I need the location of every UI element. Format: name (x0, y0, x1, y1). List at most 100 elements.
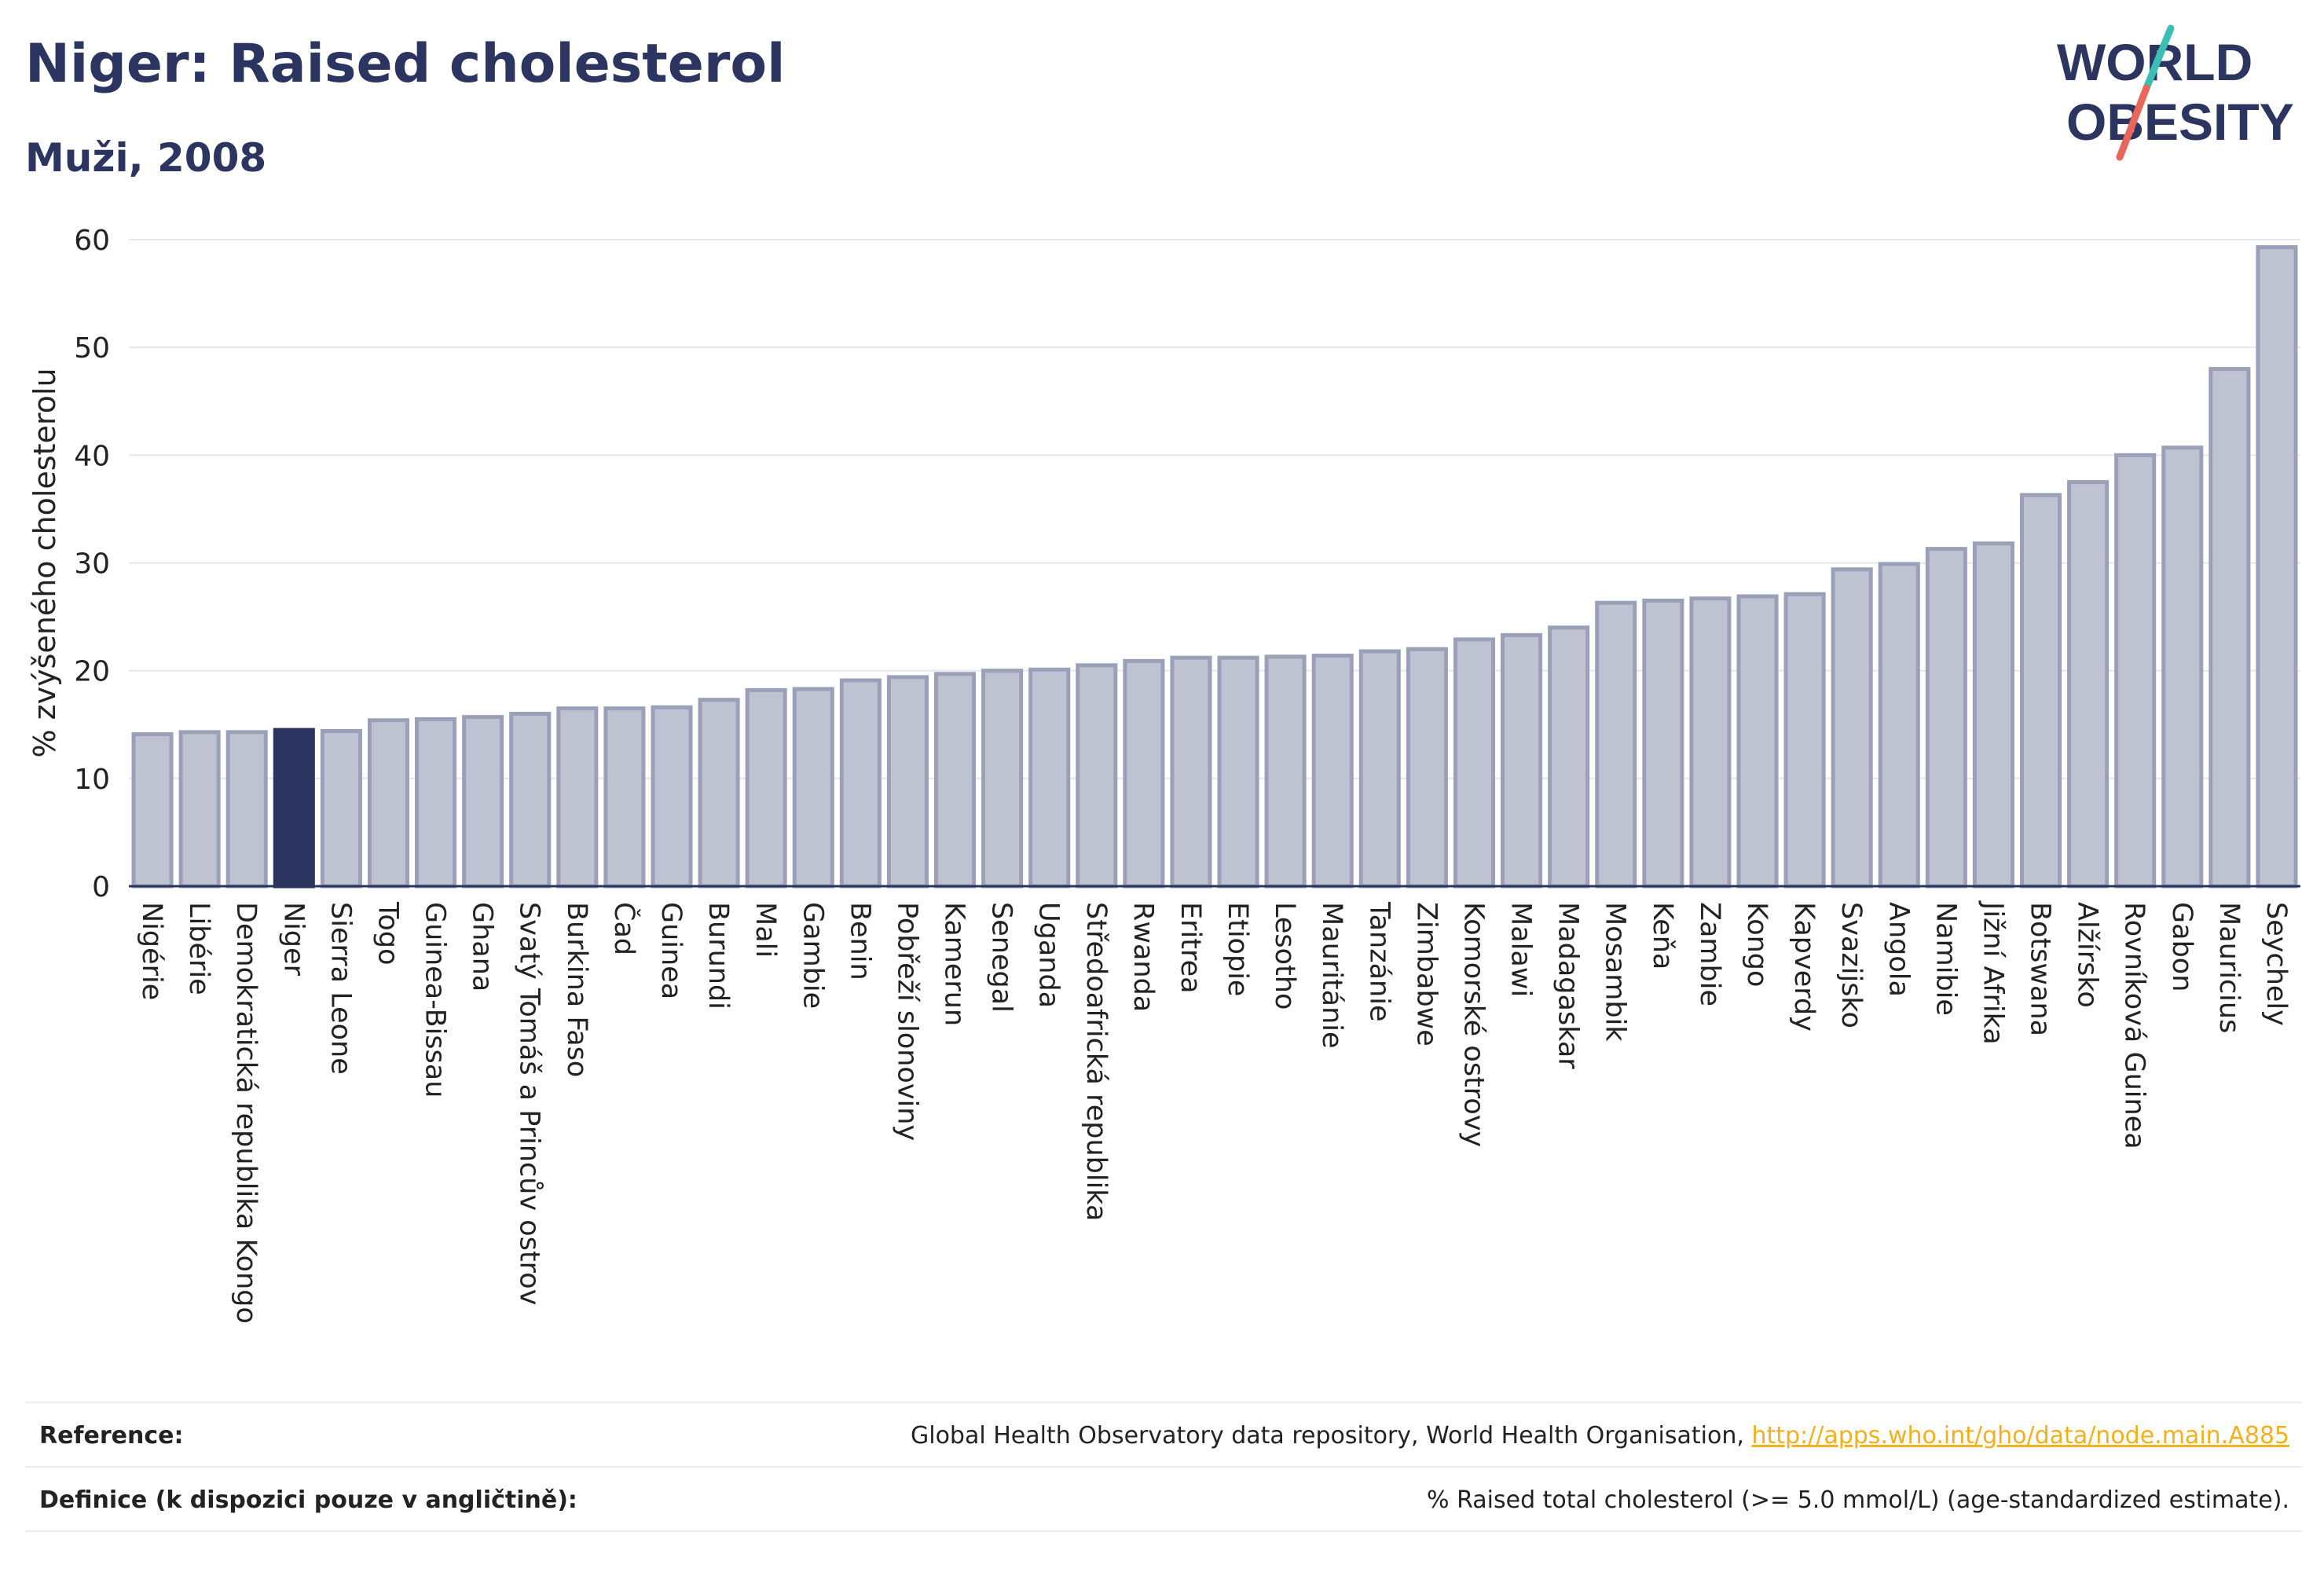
bar (415, 717, 457, 889)
y-tick-label: 0 (92, 871, 110, 903)
x-tick-label: Zimbabwe (1410, 902, 1442, 1046)
x-tick-label: Jižní Afrika (1977, 900, 2008, 1045)
y-tick-label: 30 (74, 548, 110, 581)
bar (2019, 493, 2062, 889)
x-tick-label: Svazijsko (1835, 902, 1867, 1028)
x-tick-label: Uganda (1033, 902, 1065, 1008)
reference-link[interactable]: http://apps.who.int/gho/data/node.main.A… (1751, 1422, 2289, 1450)
bar (1548, 625, 1590, 889)
logo-line-2: OBESITY (2066, 93, 2294, 151)
x-tick-label: Svatý Tomáš a Princův ostrov (514, 902, 545, 1305)
chart-title: Niger: Raised cholesterol (25, 33, 786, 95)
x-tick-label: Mauritánie (1316, 902, 1347, 1049)
x-tick-label: Eritrea (1175, 902, 1206, 994)
y-tick-label: 40 (74, 440, 110, 472)
x-tick-label: Ghana (467, 902, 498, 991)
bar (2114, 453, 2157, 889)
bar (2161, 445, 2204, 889)
bar (1264, 654, 1307, 889)
x-tick-label: Středoafrická republika (1080, 902, 1112, 1221)
bar (1501, 632, 1543, 889)
definition-row: Definice (k dispozici pouze v angličtině… (25, 1466, 2302, 1530)
bar (1736, 594, 1779, 889)
x-tick-label: Komorské ostrovy (1457, 902, 1489, 1147)
x-tick-label: Etiopie (1222, 902, 1253, 996)
bar (698, 698, 740, 889)
y-tick-label: 10 (74, 764, 110, 796)
bar (2067, 480, 2110, 889)
x-tick-label: Sierra Leone (324, 902, 356, 1075)
bar (1689, 596, 1732, 889)
reference-text: Global Health Observatory data repositor… (911, 1422, 1744, 1450)
x-tick-label: Demokratická republika Kongo (230, 902, 262, 1324)
x-tick-label: Malawi (1505, 902, 1537, 997)
x-tick-label: Botswana (2025, 902, 2056, 1036)
bar (1358, 649, 1401, 889)
x-tick-label: Mali (750, 902, 781, 958)
x-tick-label: Senegal (986, 902, 1017, 1013)
x-tick-label: Namibie (1930, 902, 1961, 1016)
x-tick-label: Guinea (655, 902, 687, 999)
x-tick-label: Tanzánie (1363, 901, 1395, 1021)
y-tick-label: 20 (74, 656, 110, 688)
x-tick-label: Madagaskar (1552, 902, 1584, 1069)
bar (178, 730, 221, 889)
bar (1217, 655, 1259, 889)
x-tick-label: Keňa (1647, 902, 1678, 969)
x-tick-label: Lesotho (1269, 902, 1300, 1010)
bar (1878, 562, 1920, 889)
y-tick-label: 60 (74, 225, 110, 257)
definition-text: % Raised total cholesterol (>= 5.0 mmol/… (1427, 1486, 2289, 1514)
bar (603, 706, 646, 889)
x-tick-label: Pobřeží slonoviny (891, 902, 922, 1141)
bar (1925, 547, 1967, 889)
bar (1642, 599, 1684, 889)
reference-row: Reference: Global Health Observatory dat… (25, 1402, 2302, 1466)
y-axis-title: % zvýšeného cholesterolu (27, 368, 62, 757)
x-tick-label: Alžírsko (2072, 902, 2103, 1008)
chart-subtitle: Muži, 2008 (25, 135, 267, 181)
bar (933, 672, 977, 889)
x-tick-label: Burkina Faso (561, 902, 592, 1077)
x-tick-label: Seychely (2260, 902, 2292, 1026)
x-tick-label: Zambie (1694, 902, 1725, 1006)
x-tick-label: Gabon (2166, 902, 2198, 991)
bar (2209, 367, 2251, 889)
reference-label: Reference: (39, 1422, 184, 1450)
x-tick-label: Kamerun (939, 902, 970, 1026)
bar (1076, 663, 1118, 889)
bar (367, 718, 410, 889)
x-tick-label: Čad (608, 902, 641, 955)
x-tick-label: Niger (277, 902, 309, 977)
bar (1406, 647, 1448, 889)
bar (886, 675, 929, 889)
x-tick-label: Burundi (702, 902, 734, 1010)
x-tick-label: Togo (372, 901, 403, 965)
world-obesity-logo: WORLD OBESITY (2057, 24, 2294, 161)
bar (273, 728, 315, 889)
bar (792, 687, 834, 889)
bar (462, 715, 504, 889)
x-tick-label: Guinea-Bissau (420, 902, 451, 1098)
bar (320, 728, 362, 889)
bar (131, 732, 174, 889)
x-tick-label: Kongo (1741, 902, 1772, 987)
bar (745, 687, 787, 889)
x-tick-label: Mauricius (2213, 902, 2245, 1033)
bar (509, 712, 552, 889)
x-tick-label: Benin (844, 902, 875, 980)
bar (1311, 653, 1354, 889)
y-tick-label: 50 (74, 332, 110, 365)
x-tick-label: Angola (1882, 902, 1914, 997)
bar (2256, 245, 2298, 889)
definition-label: Definice (k dispozici pouze v angličtině… (39, 1486, 577, 1514)
x-tick-label: Rwanda (1127, 902, 1159, 1012)
bar (839, 678, 882, 889)
footer-divider (25, 1530, 2302, 1532)
x-tick-label: Libérie (183, 902, 214, 995)
reference-value: Global Health Observatory data repositor… (911, 1422, 2289, 1450)
x-tick-label: Rovníková Guinea (2119, 902, 2150, 1149)
x-tick-label: Mosambik (1600, 902, 1631, 1042)
bar-chart: 0 10 20 30 40 50 60 % zvýšeného cholesterolu Nig… (27, 225, 2300, 1324)
bar (1453, 637, 1496, 889)
